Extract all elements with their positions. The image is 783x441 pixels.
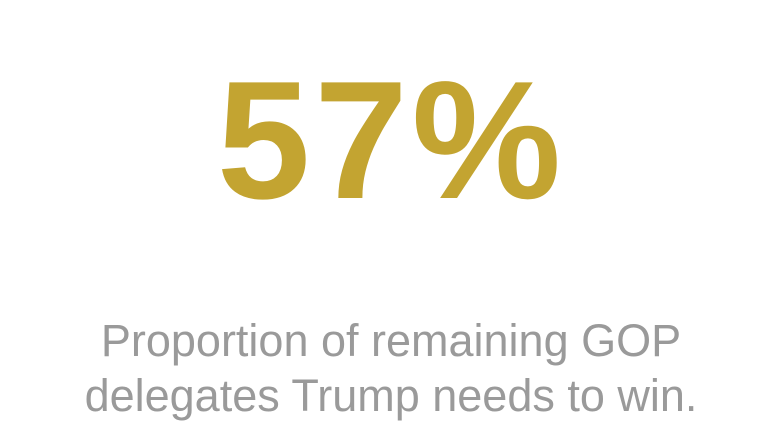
caption-line: Proportion of remaining GOP — [101, 315, 681, 366]
caption-line: delegates Trump needs to win. — [85, 370, 698, 421]
stat-value: 57% — [217, 46, 565, 234]
